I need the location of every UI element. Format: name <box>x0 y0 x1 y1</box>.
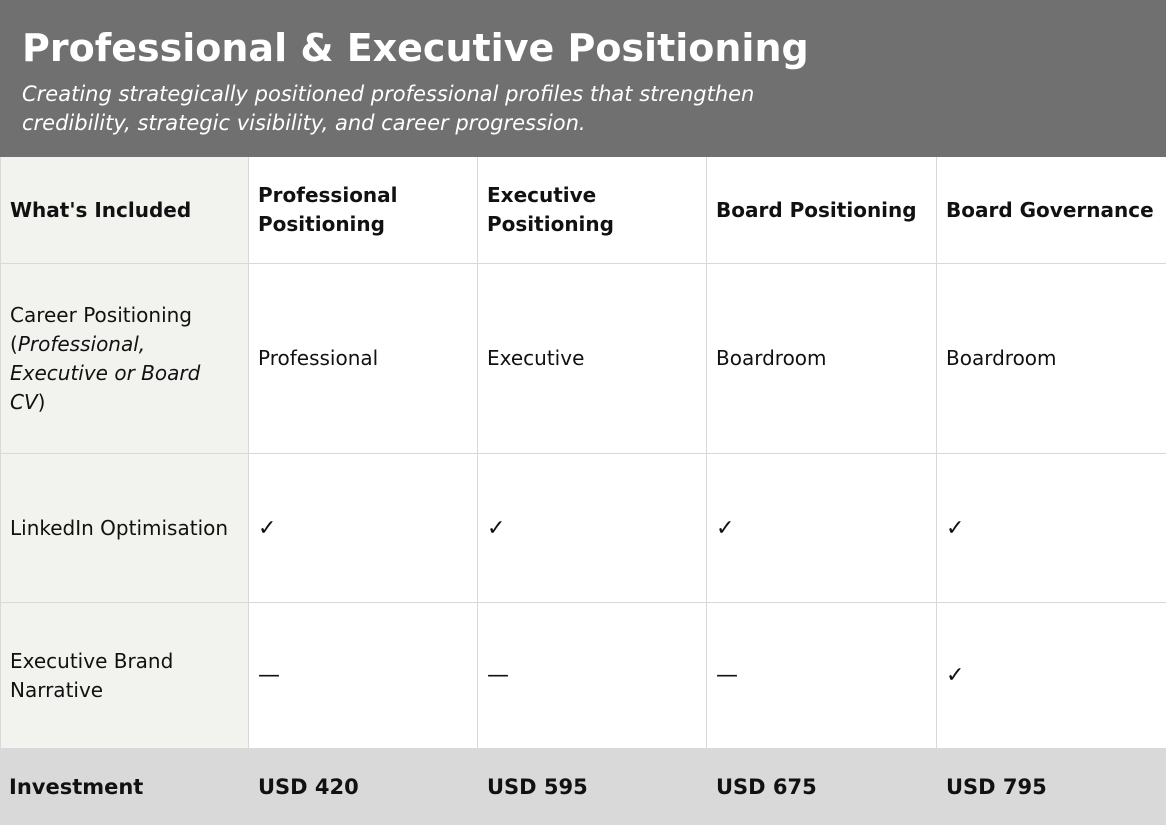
table-cell: Professional <box>249 264 478 454</box>
career-positioning-label-text: Career Positioning (Professional, Execut… <box>10 301 239 417</box>
column-header-professional: Professional Positioning <box>249 157 478 264</box>
label-italic: Professional, Executive or Board CV <box>10 331 201 414</box>
check-mark-icon: ✓ <box>937 603 1166 749</box>
investment-label: Investment <box>0 749 249 825</box>
check-mark-icon: ✓ <box>478 454 707 603</box>
table-cell: Executive <box>478 264 707 454</box>
table-cell: Boardroom <box>707 264 937 454</box>
price-board-governance: USD 795 <box>937 749 1166 825</box>
check-mark-icon: ✓ <box>249 454 478 603</box>
price-professional: USD 420 <box>249 749 478 825</box>
dash-icon: — <box>707 603 937 749</box>
row-label-career-positioning: Career Positioning (Professional, Execut… <box>0 264 249 454</box>
column-header-board-governance: Board Governance <box>937 157 1166 264</box>
column-header-executive: Executive Positioning <box>478 157 707 264</box>
column-header-board-positioning: Board Positioning <box>707 157 937 264</box>
price-board-positioning: USD 675 <box>707 749 937 825</box>
label-suffix: ) <box>37 389 46 414</box>
row-label-brand-narrative: Executive Brand Narrative <box>0 603 249 749</box>
dash-icon: — <box>249 603 478 749</box>
page-header: Professional & Executive Positioning Cre… <box>0 0 1166 157</box>
page-title: Professional & Executive Positioning <box>22 26 809 70</box>
dash-icon: — <box>478 603 707 749</box>
table-cell: Boardroom <box>937 264 1166 454</box>
pricing-table: What's Included Professional Positioning… <box>0 157 1166 825</box>
page-subtitle: Creating strategically positioned profes… <box>22 82 755 135</box>
price-executive: USD 595 <box>478 749 707 825</box>
column-header-included: What's Included <box>0 157 249 264</box>
row-label-linkedin: LinkedIn Optimisation <box>0 454 249 603</box>
label-prefix: Career Positioning ( <box>10 302 192 356</box>
check-mark-icon: ✓ <box>707 454 937 603</box>
check-mark-icon: ✓ <box>937 454 1166 603</box>
